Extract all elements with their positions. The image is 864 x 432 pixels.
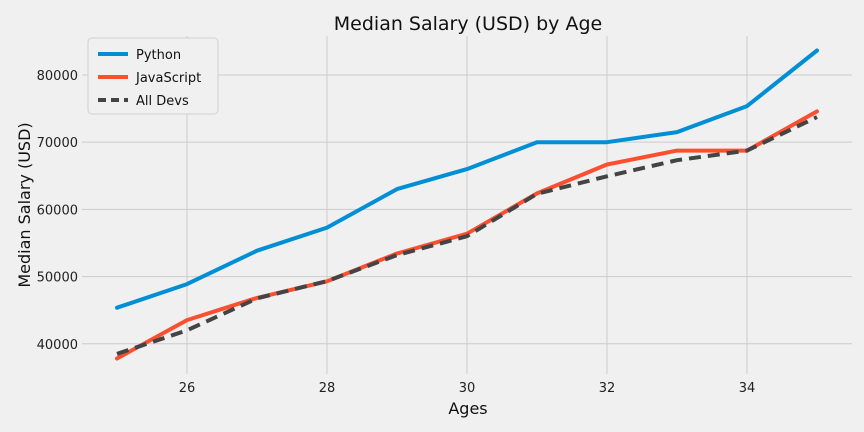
y-tick-label: 50000 — [37, 271, 78, 286]
x-tick-label: 26 — [179, 381, 196, 396]
x-tick-label: 30 — [459, 381, 476, 396]
legend-box — [87, 37, 219, 115]
legend-label: All Devs — [136, 94, 189, 109]
y-tick-label: 70000 — [37, 136, 78, 151]
legend: Python JavaScript All Devs — [87, 37, 219, 115]
y-axis-label: Median Salary (USD) — [15, 122, 34, 287]
x-tick-label: 32 — [599, 381, 616, 396]
legend-label: JavaScript — [135, 71, 201, 86]
x-tick-label: 28 — [319, 381, 336, 396]
series-line-python — [115, 48, 819, 310]
y-tick-label: 80000 — [37, 69, 78, 84]
y-tick-labels: 40000 50000 60000 70000 80000 — [37, 69, 78, 353]
x-tick-labels: 26 28 30 32 34 — [179, 381, 756, 396]
series-line-javascript — [115, 109, 819, 361]
x-axis-label: Ages — [448, 399, 487, 418]
legend-label: Python — [136, 48, 181, 63]
series-line-all-devs — [116, 115, 818, 356]
chart-title: Median Salary (USD) by Age — [334, 13, 602, 35]
y-tick-label: 60000 — [37, 203, 78, 218]
grid-lines — [82, 36, 852, 374]
x-tick-label: 34 — [739, 381, 756, 396]
y-tick-label: 40000 — [37, 338, 78, 353]
series-layer — [115, 48, 819, 361]
